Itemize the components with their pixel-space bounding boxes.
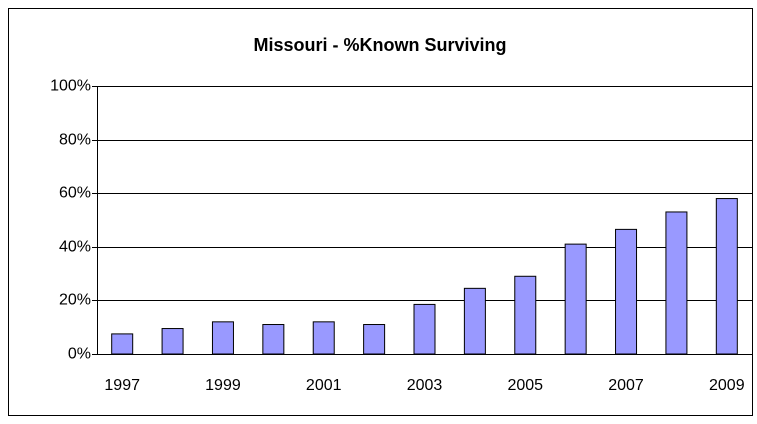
bar	[514, 275, 537, 355]
bar	[615, 228, 638, 355]
x-tick-label: 2005	[507, 377, 543, 394]
y-tick-label: 40%	[59, 239, 91, 256]
bar	[262, 324, 285, 355]
bar	[111, 333, 134, 355]
bar	[665, 211, 688, 355]
bar	[161, 328, 184, 355]
bar	[413, 303, 436, 355]
y-tick-label: 80%	[59, 132, 91, 149]
bar	[564, 243, 587, 355]
bar	[211, 321, 234, 355]
x-tick-label: 2007	[608, 377, 644, 394]
x-tick-label: 1997	[104, 377, 140, 394]
chart-title: Missouri - %Known Surviving	[253, 35, 506, 55]
x-tick-label: 2001	[306, 377, 342, 394]
bar	[463, 287, 486, 355]
bar	[715, 198, 738, 355]
y-tick-label: 60%	[59, 185, 91, 202]
x-tick-label: 2009	[709, 377, 745, 394]
bar	[312, 321, 335, 355]
y-tick-label: 0%	[68, 346, 91, 363]
x-tick-label: 1999	[205, 377, 241, 394]
y-tick-label: 100%	[50, 78, 91, 95]
bar	[363, 324, 386, 355]
x-tick-label: 2003	[407, 377, 443, 394]
y-tick-label: 20%	[59, 292, 91, 309]
